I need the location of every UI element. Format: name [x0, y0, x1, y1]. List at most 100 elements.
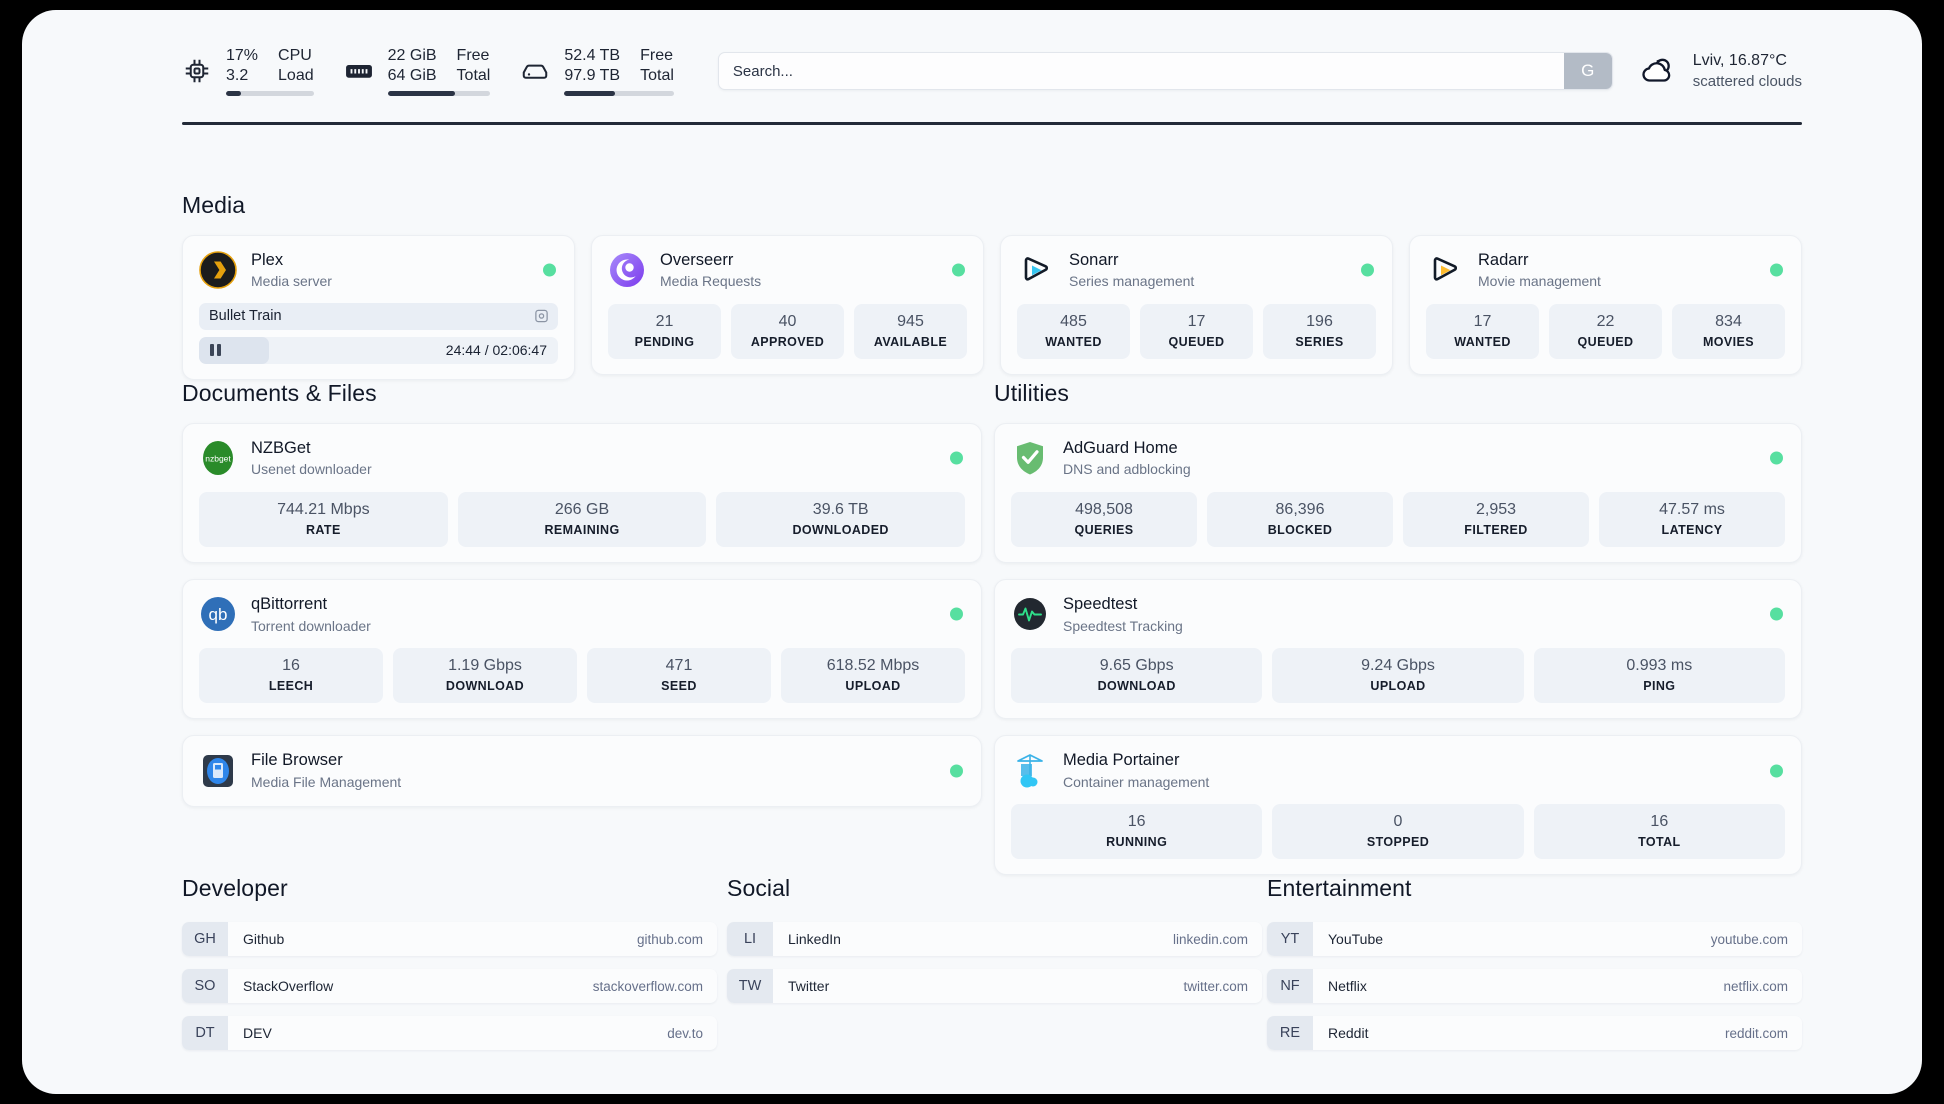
stat-tile: 1.19 Gbps DOWNLOAD [393, 647, 577, 704]
cpu-usage-bar [226, 90, 314, 96]
service-name: File Browser [251, 751, 343, 770]
stat-label: FILTERED [1464, 523, 1528, 538]
stat-tile: 16 RUNNING [1011, 803, 1263, 860]
stat-label: REMAINING [544, 523, 620, 538]
bookmark-url: twitter.com [1183, 978, 1248, 994]
bookmark-link-reddit[interactable]: RE Reddit reddit.com [1267, 1016, 1802, 1050]
stat-value: 16 [1127, 812, 1146, 830]
portainer-icon [1011, 752, 1049, 790]
bookmark-link-linkedin[interactable]: LI LinkedIn linkedin.com [727, 922, 1262, 956]
stat-value: 471 [665, 656, 693, 674]
qbittorrent-icon: qb [199, 595, 237, 633]
service-card-qbittorrent[interactable]: qb qBittorrent Torrent downloader 16 LEE… [182, 579, 982, 720]
bookmark-name: Netflix [1328, 978, 1367, 994]
stat-tile: 47.57 ms LATENCY [1599, 491, 1785, 548]
stat-label: SERIES [1295, 335, 1344, 350]
documents-section: Documents & Files nzbget NZBGet Usenet d… [182, 380, 982, 807]
media-section: Media Plex Media server [182, 192, 1802, 380]
disk-total-value: 97.9 TB [564, 67, 621, 84]
pause-icon[interactable] [210, 344, 221, 357]
weather-widget: Lviv, 16.87°C scattered clouds [1637, 51, 1802, 91]
bookmark-abbr: SO [182, 969, 228, 1003]
bookmark-link-netflix[interactable]: NF Netflix netflix.com [1267, 969, 1802, 1003]
search-input[interactable] [718, 53, 1564, 89]
search-bar[interactable]: G [717, 52, 1613, 90]
service-card-nzbget[interactable]: nzbget NZBGet Usenet downloader 744.21 M… [182, 423, 982, 564]
utilities-section: Utilities AdGuard Home DNS and adblockin… [994, 380, 1802, 876]
service-card-speedtest[interactable]: Speedtest Speedtest Tracking 9.65 Gbps D… [994, 579, 1802, 720]
ram-icon [344, 56, 374, 86]
bookmark-group-developer: Developer GH Github github.com SO StackO… [182, 875, 717, 1063]
stat-value: 834 [1715, 312, 1742, 330]
service-card-sonarr[interactable]: Sonarr Series management 485 WANTED 17 Q… [1000, 235, 1393, 376]
service-desc: Speedtest Tracking [1063, 617, 1183, 634]
bookmark-abbr: TW [727, 969, 773, 1003]
disk-stat-group: 52.4 TB 97.9 TB Free Total [520, 46, 674, 96]
bookmark-abbr: GH [182, 922, 228, 956]
bookmark-name: Github [243, 931, 285, 947]
bookmark-link-stackoverflow[interactable]: SO StackOverflow stackoverflow.com [182, 969, 717, 1003]
now-playing-title: Bullet Train [209, 308, 282, 325]
service-card-media-portainer[interactable]: Media Portainer Container management 16 … [994, 735, 1802, 876]
playback-progress-bar[interactable]: 24:44 / 02:06:47 [199, 336, 558, 364]
stat-value: 17 [1473, 312, 1492, 330]
bookmark-link-github[interactable]: GH Github github.com [182, 922, 717, 956]
stat-value: 1.19 Gbps [448, 656, 522, 674]
service-name: NZBGet [251, 439, 311, 457]
stat-value: 945 [897, 312, 924, 330]
stat-tile: 17 WANTED [1426, 303, 1539, 360]
stat-value: 47.57 ms [1659, 500, 1725, 518]
stat-tile: 86,396 BLOCKED [1207, 491, 1393, 548]
stat-value: 618.52 Mbps [826, 656, 920, 674]
stat-tile: 485 WANTED [1017, 303, 1130, 360]
service-name: Sonarr [1069, 251, 1119, 269]
bookmark-abbr: YT [1267, 922, 1313, 956]
memory-free-value: 22 GiB [387, 47, 437, 65]
stat-label: RATE [305, 523, 341, 538]
bookmark-url: netflix.com [1723, 978, 1788, 994]
bookmark-name: DEV [243, 1025, 272, 1041]
stat-tile: 16 TOTAL [1533, 803, 1785, 860]
gear-icon[interactable] [534, 309, 549, 324]
disk-label-2: Total [640, 67, 674, 84]
bookmark-link-dev[interactable]: DT DEV dev.to [182, 1016, 717, 1050]
cpu-stat-group: 17% 3.2 CPU Load [182, 46, 314, 96]
bookmark-link-youtube[interactable]: YT YouTube youtube.com [1267, 922, 1802, 956]
stat-tile: 0.993 ms PING [1533, 647, 1785, 704]
bookmark-url: youtube.com [1710, 931, 1788, 947]
stat-value: 86,396 [1275, 500, 1325, 518]
service-card-overseerr[interactable]: Overseerr Media Requests 21 PENDING 40 A… [591, 235, 984, 376]
stat-label: QUEUED [1577, 335, 1634, 350]
stat-label: AVAILABLE [873, 335, 948, 350]
stat-label: LATENCY [1661, 523, 1723, 538]
search-submit-button[interactable]: G [1563, 53, 1612, 89]
stat-label: DOWNLOAD [445, 679, 525, 694]
service-desc: Container management [1063, 773, 1210, 790]
stat-value: 40 [778, 312, 797, 330]
service-name: Radarr [1478, 251, 1529, 269]
service-card-adguard-home[interactable]: AdGuard Home DNS and adblocking 498,508 … [994, 423, 1802, 564]
status-badge-online [950, 607, 963, 621]
bookmark-url: linkedin.com [1172, 931, 1248, 947]
stat-tile: 618.52 Mbps UPLOAD [781, 647, 965, 704]
radarr-icon [1426, 251, 1464, 289]
service-card-plex[interactable]: Plex Media server Bullet Train [182, 235, 575, 380]
speedtest-icon [1011, 595, 1049, 633]
stat-label: APPROVED [750, 335, 825, 350]
bookmark-url: dev.to [667, 1025, 703, 1041]
bookmark-group-title: Entertainment [1267, 875, 1412, 901]
stat-value: 21 [655, 312, 674, 330]
bookmark-link-twitter[interactable]: TW Twitter twitter.com [727, 969, 1262, 1003]
disk-stat-block: 52.4 TB 97.9 TB Free Total [564, 46, 674, 96]
bookmark-name: Reddit [1328, 1025, 1369, 1041]
stat-tile: 9.24 Gbps UPLOAD [1272, 647, 1524, 704]
cpu-icon [182, 56, 212, 86]
bookmark-name: LinkedIn [788, 931, 841, 947]
now-playing-bar[interactable]: Bullet Train [199, 302, 558, 330]
stat-tile: 266 GB REMAINING [457, 491, 707, 548]
service-card-radarr[interactable]: Radarr Movie management 17 WANTED 22 QUE… [1409, 235, 1802, 376]
stat-value: 16 [282, 656, 300, 674]
service-card-file-browser[interactable]: File Browser Media File Management [182, 735, 982, 807]
service-name: Speedtest [1063, 595, 1138, 614]
sonarr-icon [1017, 251, 1055, 289]
